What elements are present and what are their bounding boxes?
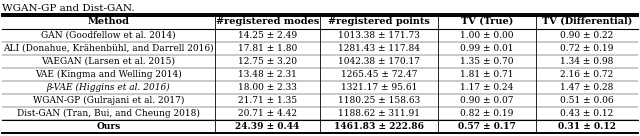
Text: 1180.25 ± 158.63: 1180.25 ± 158.63 xyxy=(338,96,420,105)
Text: 0.57 ± 0.17: 0.57 ± 0.17 xyxy=(458,122,516,131)
Text: GAN (Goodfellow et al. 2014): GAN (Goodfellow et al. 2014) xyxy=(41,31,176,40)
Text: 1.35 ± 0.70: 1.35 ± 0.70 xyxy=(460,57,514,66)
Text: ALI (Donahue, Krähenbühl, and Darrell 2016): ALI (Donahue, Krähenbühl, and Darrell 20… xyxy=(3,44,214,53)
Text: 20.71 ± 4.42: 20.71 ± 4.42 xyxy=(238,109,297,118)
Text: Dist-GAN (Tran, Bui, and Cheung 2018): Dist-GAN (Tran, Bui, and Cheung 2018) xyxy=(17,109,200,118)
Text: β-VAE (Higgins et al. 2016): β-VAE (Higgins et al. 2016) xyxy=(47,83,170,92)
Text: 1.81 ± 0.71: 1.81 ± 0.71 xyxy=(460,70,514,79)
Text: 0.72 ± 0.19: 0.72 ± 0.19 xyxy=(561,44,614,53)
Text: 1.34 ± 0.98: 1.34 ± 0.98 xyxy=(561,57,614,66)
Text: Ours: Ours xyxy=(97,122,120,131)
Text: 0.31 ± 0.12: 0.31 ± 0.12 xyxy=(558,122,616,131)
Text: 0.99 ± 0.01: 0.99 ± 0.01 xyxy=(460,44,514,53)
Text: VAEGAN (Larsen et al. 2015): VAEGAN (Larsen et al. 2015) xyxy=(42,57,175,66)
Text: 0.90 ± 0.22: 0.90 ± 0.22 xyxy=(561,31,614,40)
Text: 1321.17 ± 95.61: 1321.17 ± 95.61 xyxy=(340,83,417,92)
Text: 17.81 ± 1.80: 17.81 ± 1.80 xyxy=(238,44,297,53)
Text: 14.25 ± 2.49: 14.25 ± 2.49 xyxy=(238,31,297,40)
Text: 21.71 ± 1.35: 21.71 ± 1.35 xyxy=(238,96,297,105)
Text: 1042.38 ± 170.17: 1042.38 ± 170.17 xyxy=(338,57,420,66)
Text: 1013.38 ± 171.73: 1013.38 ± 171.73 xyxy=(338,31,420,40)
Text: 1.17 ± 0.24: 1.17 ± 0.24 xyxy=(460,83,514,92)
Text: 0.82 ± 0.19: 0.82 ± 0.19 xyxy=(460,109,514,118)
Text: 0.43 ± 0.12: 0.43 ± 0.12 xyxy=(561,109,614,118)
Text: 0.90 ± 0.07: 0.90 ± 0.07 xyxy=(460,96,514,105)
Text: WGAN-GP and Dist-GAN.: WGAN-GP and Dist-GAN. xyxy=(2,4,134,13)
Text: 12.75 ± 3.20: 12.75 ± 3.20 xyxy=(238,57,297,66)
Text: 1.47 ± 0.28: 1.47 ± 0.28 xyxy=(561,83,614,92)
Text: #registered points: #registered points xyxy=(328,17,430,26)
Text: 1.00 ± 0.00: 1.00 ± 0.00 xyxy=(460,31,514,40)
Text: 13.48 ± 2.31: 13.48 ± 2.31 xyxy=(238,70,297,79)
Text: 18.00 ± 2.33: 18.00 ± 2.33 xyxy=(238,83,297,92)
Text: 1265.45 ± 72.47: 1265.45 ± 72.47 xyxy=(340,70,417,79)
Text: 2.16 ± 0.72: 2.16 ± 0.72 xyxy=(561,70,614,79)
Text: TV (True): TV (True) xyxy=(461,17,513,26)
Text: 0.51 ± 0.06: 0.51 ± 0.06 xyxy=(560,96,614,105)
Text: VAE (Kingma and Welling 2014): VAE (Kingma and Welling 2014) xyxy=(35,70,182,79)
Text: 1188.62 ± 311.91: 1188.62 ± 311.91 xyxy=(338,109,420,118)
Text: #registered modes: #registered modes xyxy=(216,17,319,26)
Text: WGAN-GP (Gulrajani et al. 2017): WGAN-GP (Gulrajani et al. 2017) xyxy=(33,96,184,105)
Text: 24.39 ± 0.44: 24.39 ± 0.44 xyxy=(236,122,300,131)
Text: Method: Method xyxy=(88,17,129,26)
Text: 1461.83 ± 222.86: 1461.83 ± 222.86 xyxy=(334,122,424,131)
Text: TV (Differential): TV (Differential) xyxy=(542,17,632,26)
Text: 1281.43 ± 117.84: 1281.43 ± 117.84 xyxy=(338,44,420,53)
